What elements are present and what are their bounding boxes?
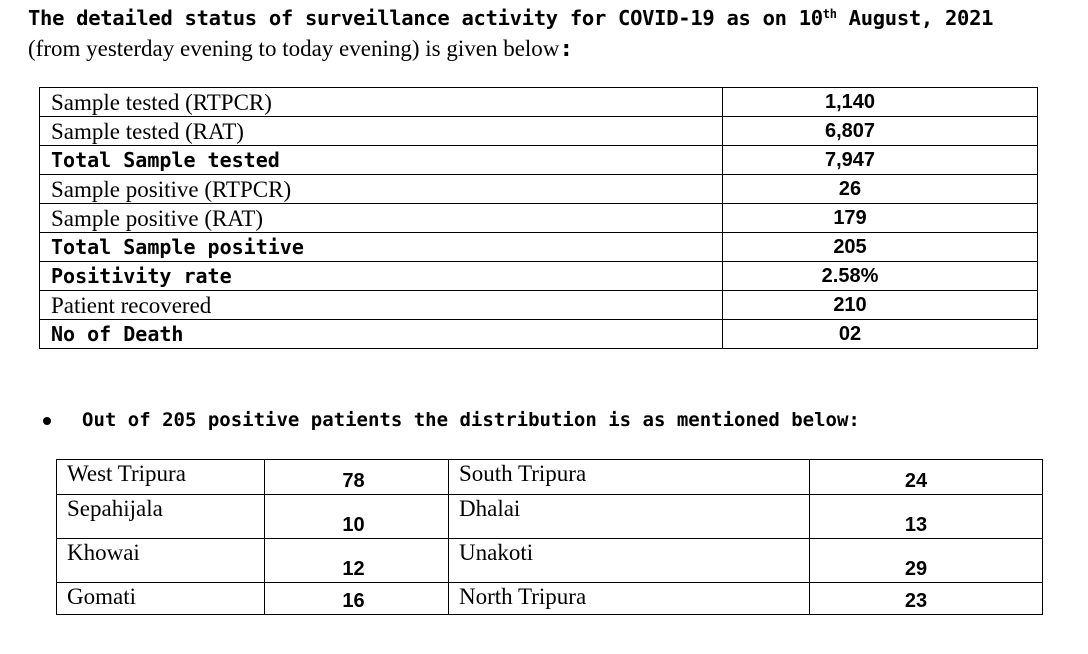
table-row: Khowai 12 Unakoti 29 xyxy=(56,538,1043,583)
row-label: No of Death xyxy=(39,319,723,349)
table-row: Gomati 16 North Tripura 23 xyxy=(56,582,1043,615)
report-title-superscript: th xyxy=(822,7,837,21)
district-name: Khowai xyxy=(56,538,265,583)
row-label: Sample tested (RAT) xyxy=(39,116,723,146)
district-count: 24 xyxy=(809,459,1043,495)
district-count: 16 xyxy=(264,582,449,615)
bullet-icon xyxy=(43,417,51,425)
row-value: 179 xyxy=(722,203,1038,233)
row-label: Sample positive (RTPCR) xyxy=(39,174,723,204)
row-value: 7,947 xyxy=(722,145,1038,175)
report-subtitle-colon: : xyxy=(559,36,574,62)
row-value: 02 xyxy=(722,319,1038,349)
district-name: South Tripura xyxy=(448,459,810,495)
district-name: Unakoti xyxy=(448,538,810,583)
district-name: Gomati xyxy=(56,582,265,615)
table-row: Sample tested (RTPCR) 1,140 xyxy=(39,87,1038,117)
report-subtitle: (from yesterday evening to today evening… xyxy=(28,36,573,62)
table-row: Total Sample tested 7,947 xyxy=(39,145,1038,175)
district-count: 23 xyxy=(809,582,1043,615)
row-label: Total Sample tested xyxy=(39,145,723,175)
row-label: Total Sample positive xyxy=(39,232,723,262)
row-label: Patient recovered xyxy=(39,290,723,320)
table-row: Sample positive (RTPCR) 26 xyxy=(39,174,1038,204)
district-distribution-table: West Tripura 78 South Tripura 24 Sepahij… xyxy=(56,459,1043,615)
district-count: 78 xyxy=(264,459,449,495)
district-count: 10 xyxy=(264,494,449,539)
row-value: 205 xyxy=(722,232,1038,262)
row-value: 26 xyxy=(722,174,1038,204)
row-value: 2.58% xyxy=(722,261,1038,291)
distribution-heading: Out of 205 positive patients the distrib… xyxy=(82,409,860,431)
row-label: Sample positive (RAT) xyxy=(39,203,723,233)
surveillance-status-table: Sample tested (RTPCR) 1,140 Sample teste… xyxy=(39,87,1038,349)
table-row: West Tripura 78 South Tripura 24 xyxy=(56,459,1043,495)
row-value: 210 xyxy=(722,290,1038,320)
table-row: Sample positive (RAT) 179 xyxy=(39,203,1038,233)
district-count: 13 xyxy=(809,494,1043,539)
row-label: Sample tested (RTPCR) xyxy=(39,87,723,117)
district-name: Sepahijala xyxy=(56,494,265,539)
table-row: Sepahijala 10 Dhalai 13 xyxy=(56,494,1043,539)
table-row: Patient recovered 210 xyxy=(39,290,1038,320)
table-row: Total Sample positive 205 xyxy=(39,232,1038,262)
table-row: No of Death 02 xyxy=(39,319,1038,349)
table-row: Sample tested (RAT) 6,807 xyxy=(39,116,1038,146)
report-title-text: The detailed status of surveillance acti… xyxy=(28,6,823,30)
row-value: 1,140 xyxy=(722,87,1038,117)
report-title: The detailed status of surveillance acti… xyxy=(28,6,993,30)
district-name: North Tripura xyxy=(448,582,810,615)
table-row: Positivity rate 2.58% xyxy=(39,261,1038,291)
district-name: Dhalai xyxy=(448,494,810,539)
district-count: 12 xyxy=(264,538,449,583)
row-value: 6,807 xyxy=(722,116,1038,146)
row-label: Positivity rate xyxy=(39,261,723,291)
report-subtitle-text: (from yesterday evening to today evening… xyxy=(28,36,560,61)
district-count: 29 xyxy=(809,538,1043,583)
report-title-date: August, 2021 xyxy=(836,6,994,30)
district-name: West Tripura xyxy=(56,459,265,495)
